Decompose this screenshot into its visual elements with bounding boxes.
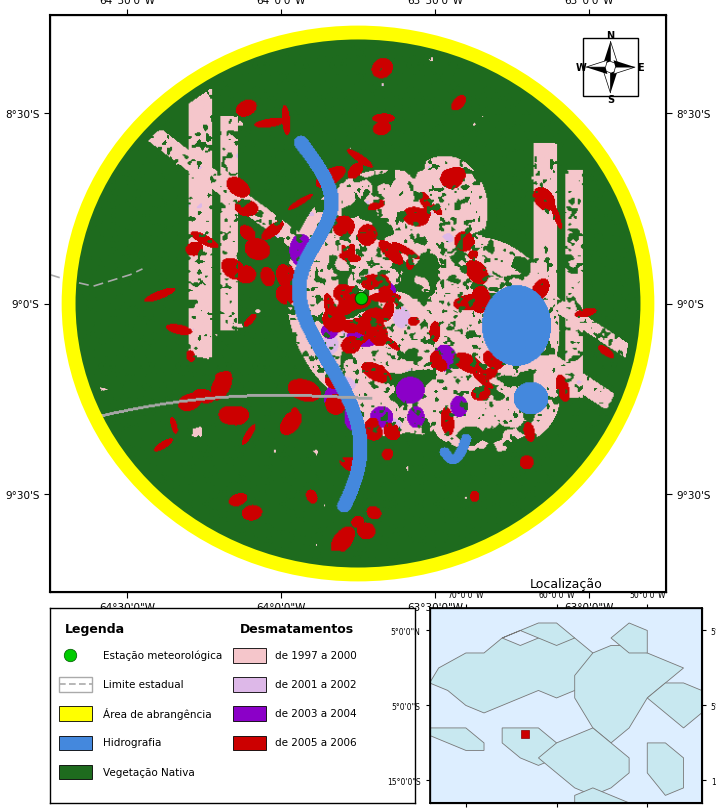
Bar (233, 677, 266, 692)
Text: de 2005 a 2006: de 2005 a 2006 (275, 737, 357, 748)
Bar (583, 39, 638, 97)
Polygon shape (538, 728, 629, 796)
Text: Desmatamentos: Desmatamentos (240, 622, 354, 635)
Polygon shape (611, 42, 618, 65)
Polygon shape (586, 68, 607, 75)
Text: de 2001 a 2002: de 2001 a 2002 (275, 679, 357, 689)
Text: de 2003 a 2004: de 2003 a 2004 (275, 708, 357, 719)
Polygon shape (603, 71, 611, 94)
Title: Localização: Localização (529, 577, 602, 590)
Text: W: W (576, 63, 586, 73)
Bar (233, 648, 266, 663)
Polygon shape (586, 61, 607, 68)
Polygon shape (430, 631, 593, 713)
Text: de 1997 a 2000: de 1997 a 2000 (275, 650, 357, 660)
Polygon shape (647, 683, 702, 728)
Text: E: E (637, 63, 644, 73)
Text: N: N (606, 32, 614, 41)
Bar (233, 706, 266, 721)
Polygon shape (614, 61, 635, 68)
Polygon shape (575, 646, 684, 743)
Text: Limite estadual: Limite estadual (103, 679, 184, 689)
Text: Hidrografia: Hidrografia (103, 737, 161, 748)
Text: Vegetação Nativa: Vegetação Nativa (103, 766, 195, 777)
Text: Área de abrangência: Área de abrangência (103, 707, 212, 719)
Text: Legenda: Legenda (64, 622, 125, 635)
Bar (59, 765, 92, 779)
Polygon shape (502, 623, 575, 646)
Bar (233, 736, 266, 750)
Bar (59, 706, 92, 721)
Bar (59, 736, 92, 750)
Text: S: S (607, 95, 614, 105)
Polygon shape (614, 68, 635, 75)
Polygon shape (647, 743, 684, 796)
Polygon shape (575, 788, 629, 811)
Polygon shape (611, 71, 618, 94)
Polygon shape (603, 42, 611, 65)
Polygon shape (430, 728, 484, 750)
Polygon shape (502, 728, 556, 766)
Bar (59, 677, 92, 692)
Text: Estação meteorológica: Estação meteorológica (103, 650, 223, 660)
Polygon shape (611, 623, 647, 653)
